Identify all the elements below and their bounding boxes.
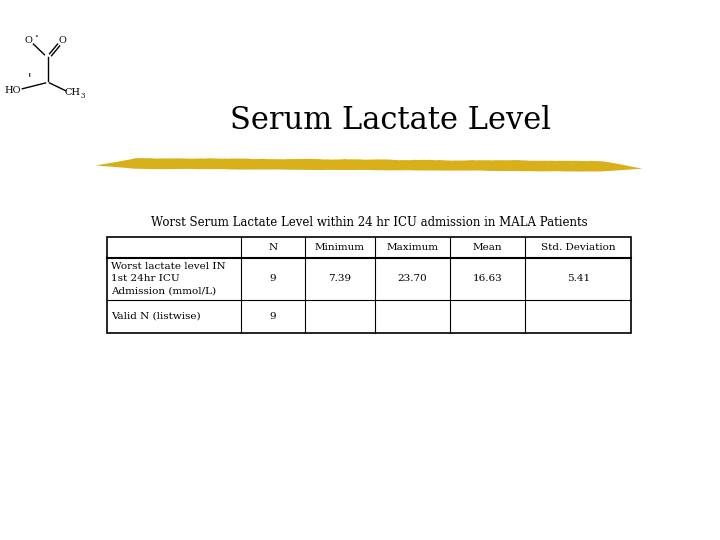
Text: O: O [59,36,66,45]
Text: Mean: Mean [473,243,503,252]
Text: Std. Deviation: Std. Deviation [541,243,616,252]
Text: 23.70: 23.70 [397,274,427,284]
Polygon shape [96,158,642,172]
Text: Valid N (listwise): Valid N (listwise) [111,312,201,321]
Text: 3: 3 [81,92,85,99]
Text: 16.63: 16.63 [473,274,503,284]
Text: ': ' [27,72,31,85]
Text: 7.39: 7.39 [328,274,351,284]
Text: 5.41: 5.41 [567,274,590,284]
Text: O: O [24,36,32,45]
Text: Worst lactate level IN
1st 24hr ICU
Admission (mmol/L): Worst lactate level IN 1st 24hr ICU Admi… [111,262,226,296]
Text: HO: HO [4,86,20,95]
Text: N: N [268,243,277,252]
Text: Serum Lactate Level: Serum Lactate Level [230,105,551,137]
Text: Worst Serum Lactate Level within 24 hr ICU admission in MALA Patients: Worst Serum Lactate Level within 24 hr I… [150,217,588,230]
Text: 9: 9 [269,274,276,284]
Text: 9: 9 [269,312,276,321]
Bar [107,238,631,333]
Text: CH: CH [65,88,81,97]
Text: Minimum: Minimum [315,243,365,252]
Text: Maximum: Maximum [386,243,438,252]
Text: ·: · [35,31,38,44]
